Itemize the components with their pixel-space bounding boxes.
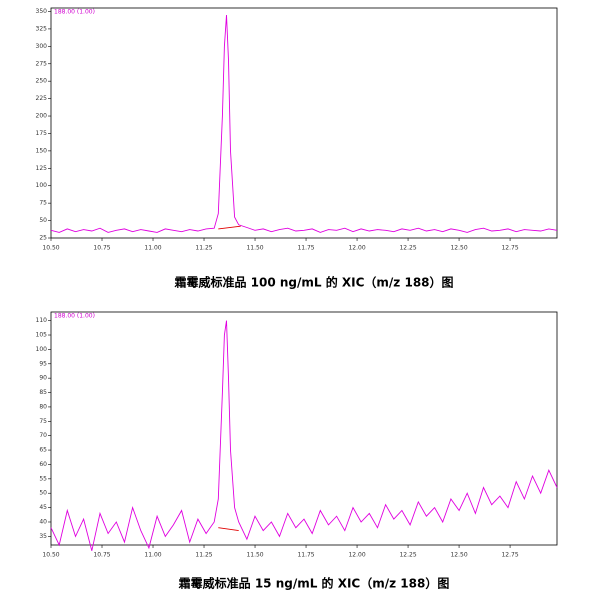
y-tick-label: 65 (39, 447, 47, 454)
x-tick-label: 11.00 (144, 552, 161, 559)
signal-line (50, 14, 558, 233)
y-tick-label: 175 (36, 130, 48, 137)
y-tick-label: 75 (39, 200, 47, 207)
y-tick-label: 35 (39, 533, 47, 540)
x-tick-label: 12.75 (501, 552, 518, 559)
x-tick-label: 12.50 (450, 245, 467, 252)
trace-label: 188.00 (1.00) (54, 313, 95, 320)
y-tick-label: 50 (39, 217, 47, 224)
caption: 霜霉威标准品 100 ng/mL 的 XIC（m/z 188）图 (173, 275, 453, 290)
x-tick-label: 10.50 (42, 245, 59, 252)
y-tick-label: 250 (36, 78, 48, 85)
y-tick-label: 105 (36, 332, 48, 339)
y-tick-label: 300 (36, 43, 48, 50)
y-tick-label: 275 (36, 60, 48, 67)
x-tick-label: 10.75 (93, 245, 110, 252)
x-tick-label: 12.00 (348, 552, 365, 559)
x-tick-label: 11.25 (195, 552, 212, 559)
y-tick-label: 90 (39, 375, 47, 382)
x-tick-label: 12.25 (399, 552, 416, 559)
y-tick-label: 60 (39, 461, 47, 468)
x-tick-label: 11.50 (246, 552, 263, 559)
y-tick-label: 150 (36, 147, 48, 154)
signal-line (218, 225, 241, 230)
x-tick-label: 11.25 (195, 245, 212, 252)
caption: 霜霉威标准品 15 ng/mL 的 XIC（m/z 188）图 (178, 576, 450, 591)
y-tick-label: 80 (39, 403, 47, 410)
y-tick-label: 325 (36, 25, 48, 32)
trace-label: 188.00 (1.00) (54, 9, 95, 16)
y-tick-label: 200 (36, 113, 48, 120)
y-tick-label: 40 (39, 518, 47, 525)
x-tick-label: 11.00 (144, 245, 161, 252)
x-tick-label: 11.75 (297, 552, 314, 559)
x-tick-label: 12.00 (348, 245, 365, 252)
plot-frame (50, 311, 558, 546)
y-tick-label: 70 (39, 432, 47, 439)
x-tick-label: 11.50 (246, 245, 263, 252)
x-tick-label: 12.25 (399, 245, 416, 252)
y-tick-label: 100 (36, 346, 48, 353)
y-tick-label: 350 (36, 8, 48, 15)
y-tick-label: 225 (36, 95, 48, 102)
x-tick-label: 12.75 (501, 245, 518, 252)
x-tick-label: 11.75 (297, 245, 314, 252)
y-tick-label: 50 (39, 490, 47, 497)
y-tick-label: 110 (36, 317, 48, 324)
y-tick-label: 75 (39, 418, 47, 425)
x-tick-label: 10.50 (42, 552, 59, 559)
y-tick-label: 55 (39, 475, 47, 482)
y-tick-label: 85 (39, 389, 47, 396)
x-tick-label: 10.75 (93, 552, 110, 559)
y-tick-label: 95 (39, 360, 47, 367)
signal-line (50, 320, 558, 551)
y-tick-label: 125 (36, 165, 48, 172)
y-tick-label: 25 (39, 235, 47, 242)
y-tick-label: 45 (39, 504, 47, 511)
plot-frame (50, 7, 558, 239)
y-tick-label: 100 (36, 182, 48, 189)
signal-line (218, 527, 239, 532)
x-tick-label: 12.50 (450, 552, 467, 559)
